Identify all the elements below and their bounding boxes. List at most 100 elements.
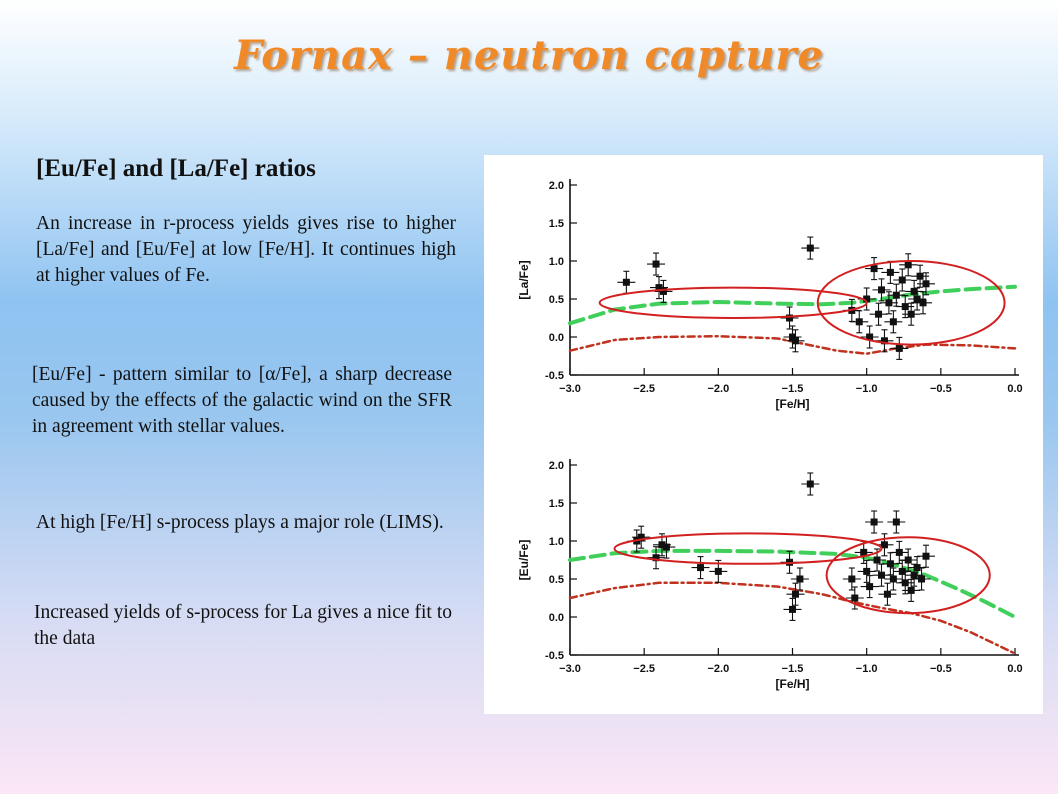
marker (863, 567, 871, 575)
x-axis-label: [Fe/H] (776, 397, 810, 411)
marker (866, 333, 874, 341)
y-tick-label: 0.5 (549, 294, 564, 306)
data-point (912, 567, 931, 591)
data-point (842, 567, 861, 591)
data-point (850, 310, 869, 334)
marker (875, 310, 883, 318)
highlight-ellipse-first (613, 532, 883, 565)
x-tick-label: −3.0 (559, 383, 581, 395)
marker (863, 295, 871, 303)
marker (659, 287, 667, 295)
marker (901, 579, 909, 587)
x-tick-label: −1.0 (856, 663, 878, 675)
highlight-ellipse-second (816, 260, 1006, 346)
data-point (783, 325, 802, 349)
x-tick-label: −0.5 (930, 383, 952, 395)
slide-title: Fornax – neutron capture (234, 32, 824, 79)
marker (913, 295, 921, 303)
marker (806, 480, 814, 488)
marker (637, 533, 645, 541)
y-tick-label: 1.5 (549, 218, 564, 230)
marker (655, 284, 663, 292)
data-point (657, 535, 676, 559)
highlight-ellipse-first (598, 286, 868, 320)
marker (878, 286, 885, 294)
data-point (890, 336, 909, 360)
marker (791, 337, 799, 345)
data-point (650, 276, 668, 300)
model-curve-2 (568, 581, 1017, 655)
marker (789, 333, 796, 341)
data-point (780, 306, 799, 330)
marker (907, 310, 915, 318)
marker (786, 314, 794, 322)
marker (895, 548, 903, 556)
marker (866, 583, 874, 591)
marker (652, 554, 660, 562)
marker (860, 548, 868, 556)
marker (889, 575, 897, 583)
marker (883, 590, 891, 598)
highlight-ellipse-second (825, 536, 991, 615)
model-curve-1 (568, 284, 1017, 326)
x-tick-label: −3.0 (559, 663, 581, 675)
y-tick-label: 0.0 (549, 612, 564, 624)
data-point (860, 325, 879, 349)
plot-2: -0.5 0.0 0.5 1.0 1.5 2.0 −3.0 −2.5 −2.0 −1.5 −1.0 −… (517, 459, 1023, 691)
x-tick-label: −2.0 (707, 383, 729, 395)
model-curve-2 (568, 334, 1017, 355)
paragraph-s-process: At high [Fe/H] s-process plays a major r… (36, 512, 444, 533)
y-axis-label: [La/Fe] (517, 260, 531, 299)
data-point (783, 597, 802, 621)
marker (697, 564, 705, 572)
data-point (875, 329, 894, 353)
chart-svg: -0.5 0.0 0.5 1.0 1.5 2.0 −3.0 −2.5 −2.0 −1.5 −1.0 −… (517, 179, 1023, 691)
marker (922, 552, 930, 560)
marker (886, 268, 894, 276)
data-point (887, 510, 906, 534)
marker (904, 261, 912, 269)
x-tick-label: −1.5 (782, 383, 804, 395)
x-tick-label: −2.0 (707, 663, 729, 675)
marker (870, 518, 878, 526)
marker (886, 560, 894, 568)
data-point (902, 302, 921, 326)
data-point (801, 236, 820, 260)
paragraph-eu-pattern: [Eu/Fe] - pattern similar to [α/Fe], a s… (32, 364, 452, 437)
marker (789, 605, 796, 613)
section-heading: [Eu/Fe] and [La/Fe] ratios (36, 155, 316, 182)
data-point (617, 270, 636, 294)
x-tick-label: −1.5 (782, 663, 804, 675)
marker (916, 272, 924, 280)
x-tick-label: −1.0 (856, 383, 878, 395)
data-point (893, 268, 912, 292)
marker (885, 299, 893, 307)
data-point (884, 310, 903, 334)
marker (913, 564, 921, 572)
marker (652, 260, 660, 268)
y-tick-label: 1.0 (549, 536, 564, 548)
marker (622, 278, 630, 286)
x-tick-label: −2.5 (633, 383, 655, 395)
x-tick-label: −0.5 (930, 663, 952, 675)
marker (878, 571, 885, 579)
x-tick-label: 0.0 (1007, 383, 1022, 395)
data-point (878, 582, 897, 606)
data-point (786, 582, 805, 606)
data-point (917, 272, 935, 296)
marker (892, 518, 900, 526)
marker (855, 318, 863, 326)
x-tick-label: −2.5 (633, 663, 655, 675)
x-tick-label: 0.0 (1007, 663, 1022, 675)
marker (918, 575, 926, 583)
data-point (865, 257, 884, 281)
y-tick-label: 0.5 (549, 574, 564, 586)
data-point (899, 253, 918, 277)
marker (662, 543, 670, 551)
data-point (790, 567, 809, 591)
y-tick-label: 0.0 (549, 332, 564, 344)
model-curve-1 (568, 548, 1017, 619)
data-point (632, 525, 651, 549)
marker (901, 303, 909, 311)
y-tick-label: 2.0 (549, 460, 564, 472)
